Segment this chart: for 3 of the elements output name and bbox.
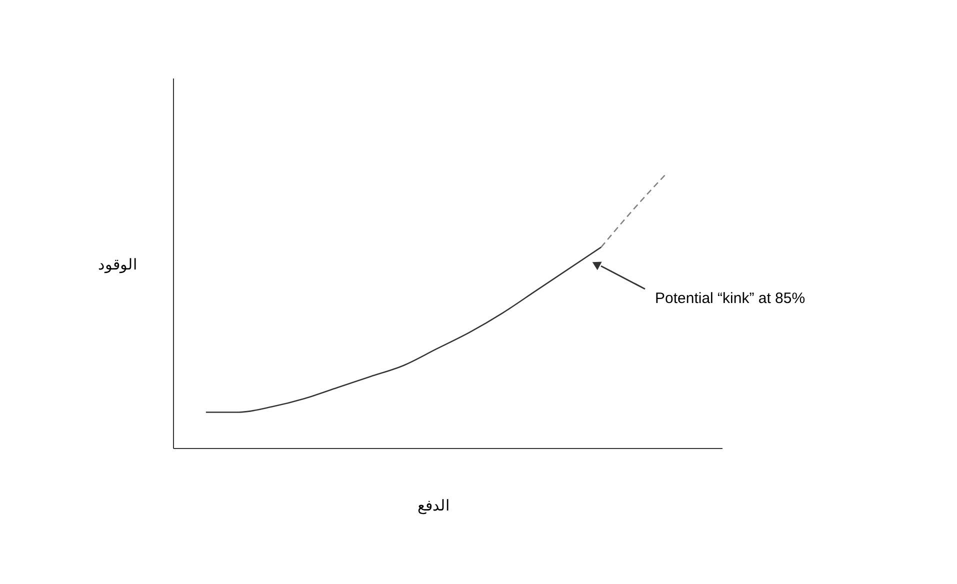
x-axis-title: الدفع — [418, 498, 450, 514]
annotation: Potential “kink” at 85% — [655, 290, 806, 307]
y-axis-title: الوقود — [98, 256, 137, 274]
